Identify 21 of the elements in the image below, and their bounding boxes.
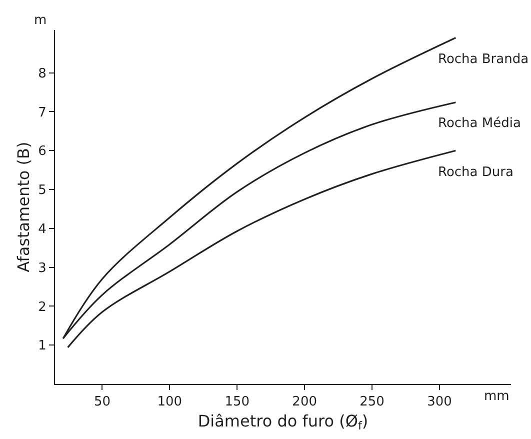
x-tick-label: 250 [360, 394, 384, 410]
series-label: Rocha Dura [438, 165, 514, 180]
y-tick-label: 1 [38, 338, 46, 354]
text: m [34, 13, 47, 28]
x-tick-label: 100 [157, 394, 182, 410]
y-tick-label: 4 [38, 222, 46, 237]
x-tick-label: 300 [427, 394, 452, 410]
series-label: Rocha Branda [438, 52, 529, 67]
x-tick-label: 50 [94, 394, 110, 410]
series-label: Rocha Média [438, 116, 521, 131]
y-tick-label: 8 [38, 66, 46, 82]
text: mm [484, 389, 510, 404]
y-tick-label: 2 [38, 300, 46, 315]
y-tick-label: 6 [38, 144, 46, 160]
y-tick-label: 3 [38, 260, 46, 276]
y-tick-label: 7 [38, 105, 46, 120]
y-tick-label: 5 [38, 183, 46, 198]
x-tick-label: 200 [292, 394, 318, 410]
y-axis-title: Afastamento (B) [14, 142, 34, 272]
x-tick-label: 150 [224, 394, 250, 410]
x-axis-title: Diâmetro do furo (Ø$_{f}$) [198, 411, 368, 433]
